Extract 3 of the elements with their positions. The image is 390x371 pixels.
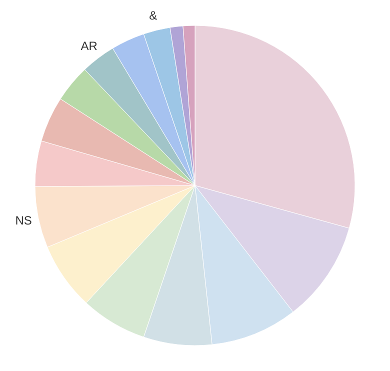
slice-label: & xyxy=(149,8,158,23)
slice-label: NS xyxy=(15,213,32,228)
slice-label: AR xyxy=(80,39,98,54)
